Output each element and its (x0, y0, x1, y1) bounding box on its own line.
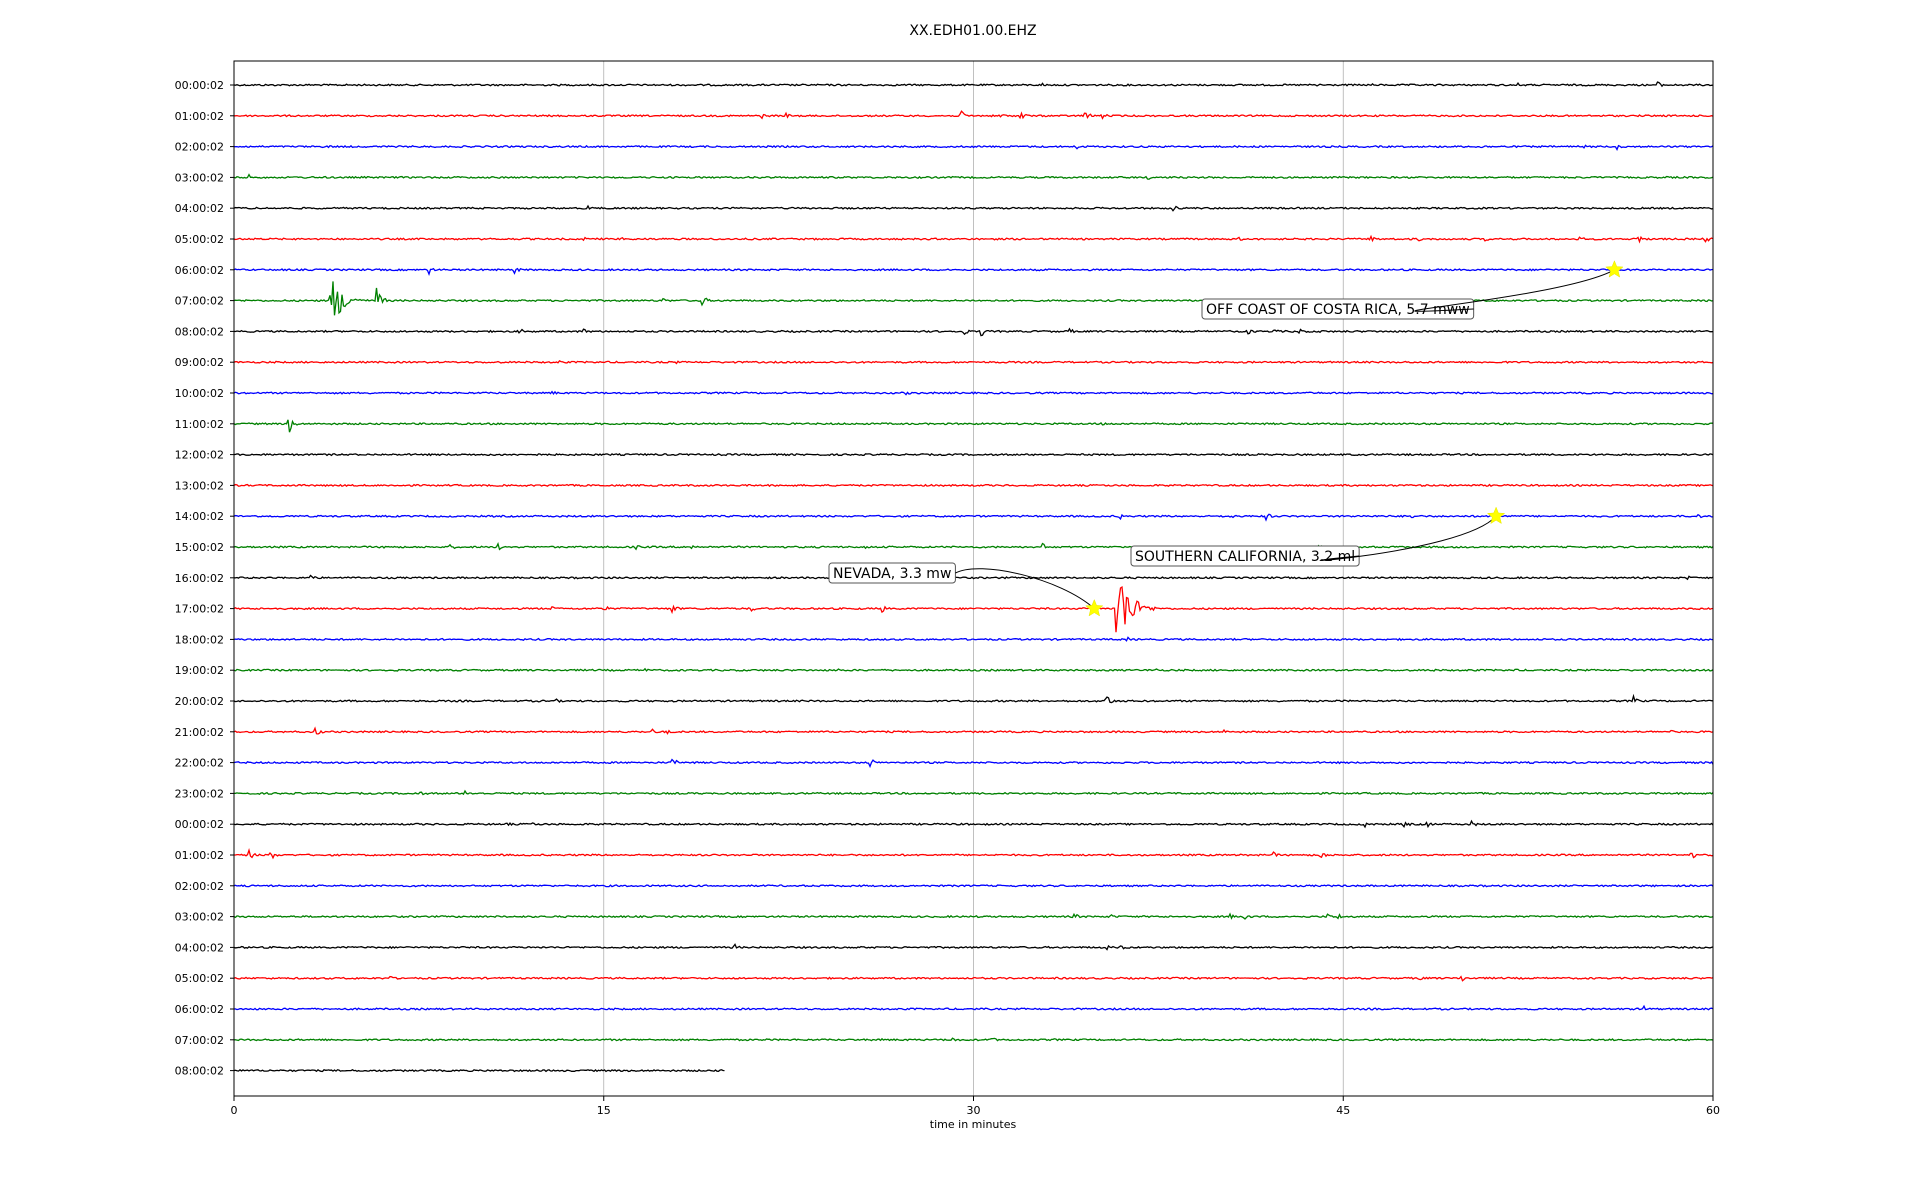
annotation-label: SOUTHERN CALIFORNIA, 3.2 ml (1135, 549, 1355, 565)
row-time-label: 04:00:02 (175, 202, 224, 215)
trace-row-32 (233, 1068, 725, 1073)
row-time-label: 16:00:02 (175, 572, 224, 585)
row-time-label: 21:00:02 (175, 726, 224, 739)
trace-row-1 (234, 110, 1714, 120)
row-time-label: 03:00:02 (175, 911, 224, 924)
row-time-label: 01:00:02 (175, 849, 224, 862)
row-time-label: 13:00:02 (175, 479, 224, 492)
trace-row-13 (233, 483, 1714, 488)
trace-row-18 (233, 636, 1714, 642)
trace-row-24 (233, 819, 1714, 829)
trace-row-6 (233, 267, 1714, 277)
trace-row-20 (233, 693, 1714, 704)
trace-row-16 (233, 574, 1714, 581)
trace-row-10 (233, 390, 1713, 396)
trace-row-23 (233, 789, 1714, 796)
event-star-marker (1486, 506, 1506, 525)
trace-row-2 (233, 144, 1714, 152)
trace-row-28 (233, 943, 1714, 951)
trace-row-8 (233, 327, 1714, 337)
chart-title: XX.EDH01.00.EHZ (909, 23, 1036, 39)
trace-row-3 (233, 173, 1714, 180)
row-time-label: 11:00:02 (175, 418, 224, 431)
x-tick-label: 45 (1336, 1104, 1350, 1117)
trace-row-22 (233, 758, 1714, 769)
trace-row-11 (233, 419, 1714, 433)
x-axis-ticks: 0 15 30 45 60 (231, 1096, 1720, 1117)
x-tick-label: 15 (597, 1104, 611, 1117)
trace-row-21 (233, 726, 1714, 735)
row-time-label: 14:00:02 (175, 510, 224, 523)
trace-row-29 (233, 975, 1714, 982)
row-time-label: 04:00:02 (175, 941, 224, 954)
annotation-label: OFF COAST OF COSTA RICA, 5.7 mww (1206, 302, 1470, 318)
row-time-label: 02:00:02 (175, 880, 224, 893)
row-time-label: 15:00:02 (175, 541, 224, 554)
plot-frame (233, 60, 1714, 1097)
row-time-label: 06:00:02 (175, 264, 224, 277)
row-time-label: 05:00:02 (175, 972, 224, 985)
row-time-label: 20:00:02 (175, 695, 224, 708)
row-time-label: 08:00:02 (175, 325, 224, 338)
row-time-label: 01:00:02 (175, 110, 224, 123)
trace-row-17 (233, 586, 1714, 633)
annotation-connector (1320, 515, 1497, 561)
row-time-label: 17:00:02 (175, 603, 224, 616)
x-tick-label: 0 (231, 1104, 238, 1117)
row-time-label: 06:00:02 (175, 1003, 224, 1016)
trace-lines (233, 81, 1714, 1073)
trace-row-25 (234, 848, 1713, 860)
row-time-label: 07:00:02 (175, 1034, 224, 1047)
row-time-label: 02:00:02 (175, 141, 224, 154)
trace-row-9 (233, 359, 1714, 365)
row-time-label: 22:00:02 (175, 757, 224, 770)
trace-row-15 (233, 541, 1714, 551)
row-time-label: 08:00:02 (175, 1065, 224, 1078)
row-time-label: 07:00:02 (175, 295, 224, 308)
row-time-label: 19:00:02 (175, 664, 224, 677)
event-star-marker (1085, 598, 1104, 617)
row-time-label: 05:00:02 (175, 233, 224, 246)
trace-row-30 (233, 1004, 1714, 1011)
annotation-connector (955, 568, 1095, 609)
row-time-label: 18:00:02 (175, 633, 224, 646)
trace-row-27 (233, 912, 1714, 920)
trace-row-4 (233, 204, 1714, 212)
trace-row-14 (233, 513, 1713, 522)
row-time-label: 00:00:02 (175, 818, 224, 831)
x-axis-label: time in minutes (930, 1118, 1017, 1131)
trace-row-19 (233, 667, 1714, 672)
row-time-label: 03:00:02 (175, 171, 224, 184)
event-star-marker (1605, 260, 1624, 278)
row-time-label: 09:00:02 (175, 356, 224, 369)
trace-row-26 (233, 884, 1714, 888)
annotation-label: NEVADA, 3.3 mw (833, 566, 951, 582)
row-time-label: 00:00:02 (175, 79, 224, 92)
x-tick-label: 60 (1706, 1104, 1720, 1117)
trace-row-12 (233, 452, 1714, 457)
row-time-label: 10:00:02 (175, 387, 224, 400)
trace-row-5 (233, 234, 1714, 244)
row-time-labels: 00:00:02 01:00:02 02:00:02 03:00:02 04:00:02… (175, 79, 234, 1078)
event-annotations: OFF COAST OF COSTA RICA, 5.7 mww SOUTHERN… (828, 260, 1624, 617)
trace-row-31 (234, 1037, 1714, 1042)
trace-row-0 (233, 81, 1714, 88)
row-time-label: 12:00:02 (175, 449, 224, 462)
x-tick-label: 30 (967, 1104, 981, 1117)
annotation-connector (1414, 269, 1615, 312)
row-time-label: 23:00:02 (175, 787, 224, 800)
